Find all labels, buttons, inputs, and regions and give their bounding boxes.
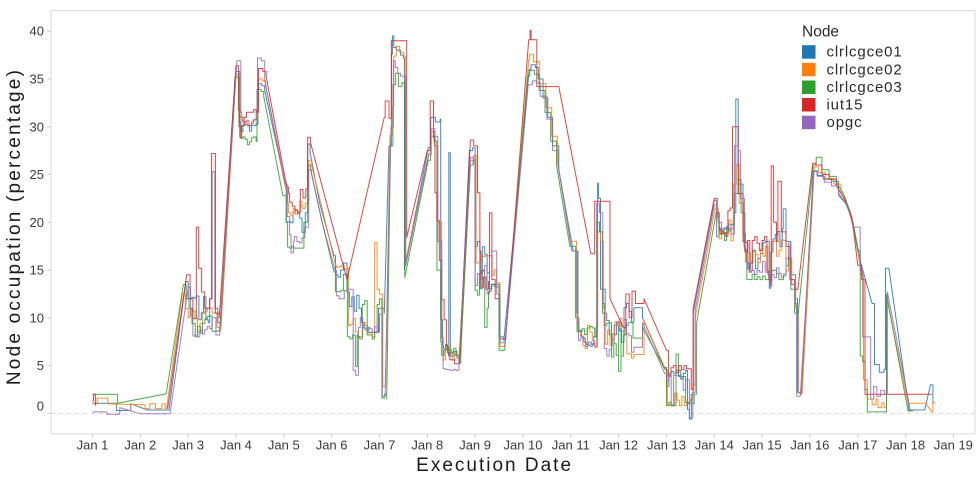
svg-text:25: 25 — [30, 167, 44, 182]
svg-text:Jan 7: Jan 7 — [364, 438, 396, 453]
svg-text:35: 35 — [30, 72, 44, 87]
svg-text:Jan 3: Jan 3 — [172, 438, 204, 453]
svg-text:Node: Node — [802, 24, 839, 41]
svg-text:Jan 18: Jan 18 — [886, 438, 925, 453]
svg-text:Node occupation (percentage): Node occupation (percentage) — [4, 68, 25, 385]
svg-text:Jan 1: Jan 1 — [77, 438, 109, 453]
svg-text:Execution Date: Execution Date — [416, 455, 573, 476]
svg-text:Jan 15: Jan 15 — [743, 438, 782, 453]
svg-text:Jan 4: Jan 4 — [220, 438, 252, 453]
svg-text:Jan 11: Jan 11 — [552, 438, 590, 453]
svg-text:Jan 12: Jan 12 — [599, 438, 638, 453]
svg-text:Jan 17: Jan 17 — [838, 438, 877, 453]
svg-text:Jan 19: Jan 19 — [934, 438, 973, 453]
svg-text:Jan 14: Jan 14 — [695, 438, 734, 453]
svg-text:Jan 13: Jan 13 — [647, 438, 686, 453]
svg-text:Jan 6: Jan 6 — [316, 438, 348, 453]
svg-text:30: 30 — [30, 119, 44, 134]
svg-text:Jan 8: Jan 8 — [411, 438, 443, 453]
svg-text:Jan 5: Jan 5 — [268, 438, 300, 453]
svg-text:clrlcgce02: clrlcgce02 — [827, 61, 903, 78]
svg-text:clrlcgce01: clrlcgce01 — [827, 44, 903, 61]
svg-text:Jan 9: Jan 9 — [459, 438, 491, 453]
svg-text:clrlcgce03: clrlcgce03 — [827, 79, 903, 96]
svg-text:5: 5 — [37, 358, 44, 373]
svg-text:20: 20 — [30, 215, 44, 230]
svg-text:iut15: iut15 — [827, 97, 864, 114]
svg-text:Jan 10: Jan 10 — [503, 438, 542, 453]
svg-text:Jan 16: Jan 16 — [790, 438, 829, 453]
svg-text:15: 15 — [30, 263, 44, 278]
svg-text:Jan 2: Jan 2 — [124, 438, 156, 453]
svg-text:40: 40 — [30, 24, 44, 39]
svg-text:10: 10 — [30, 310, 44, 325]
svg-text:opgc: opgc — [827, 114, 863, 131]
svg-text:0: 0 — [37, 398, 44, 413]
